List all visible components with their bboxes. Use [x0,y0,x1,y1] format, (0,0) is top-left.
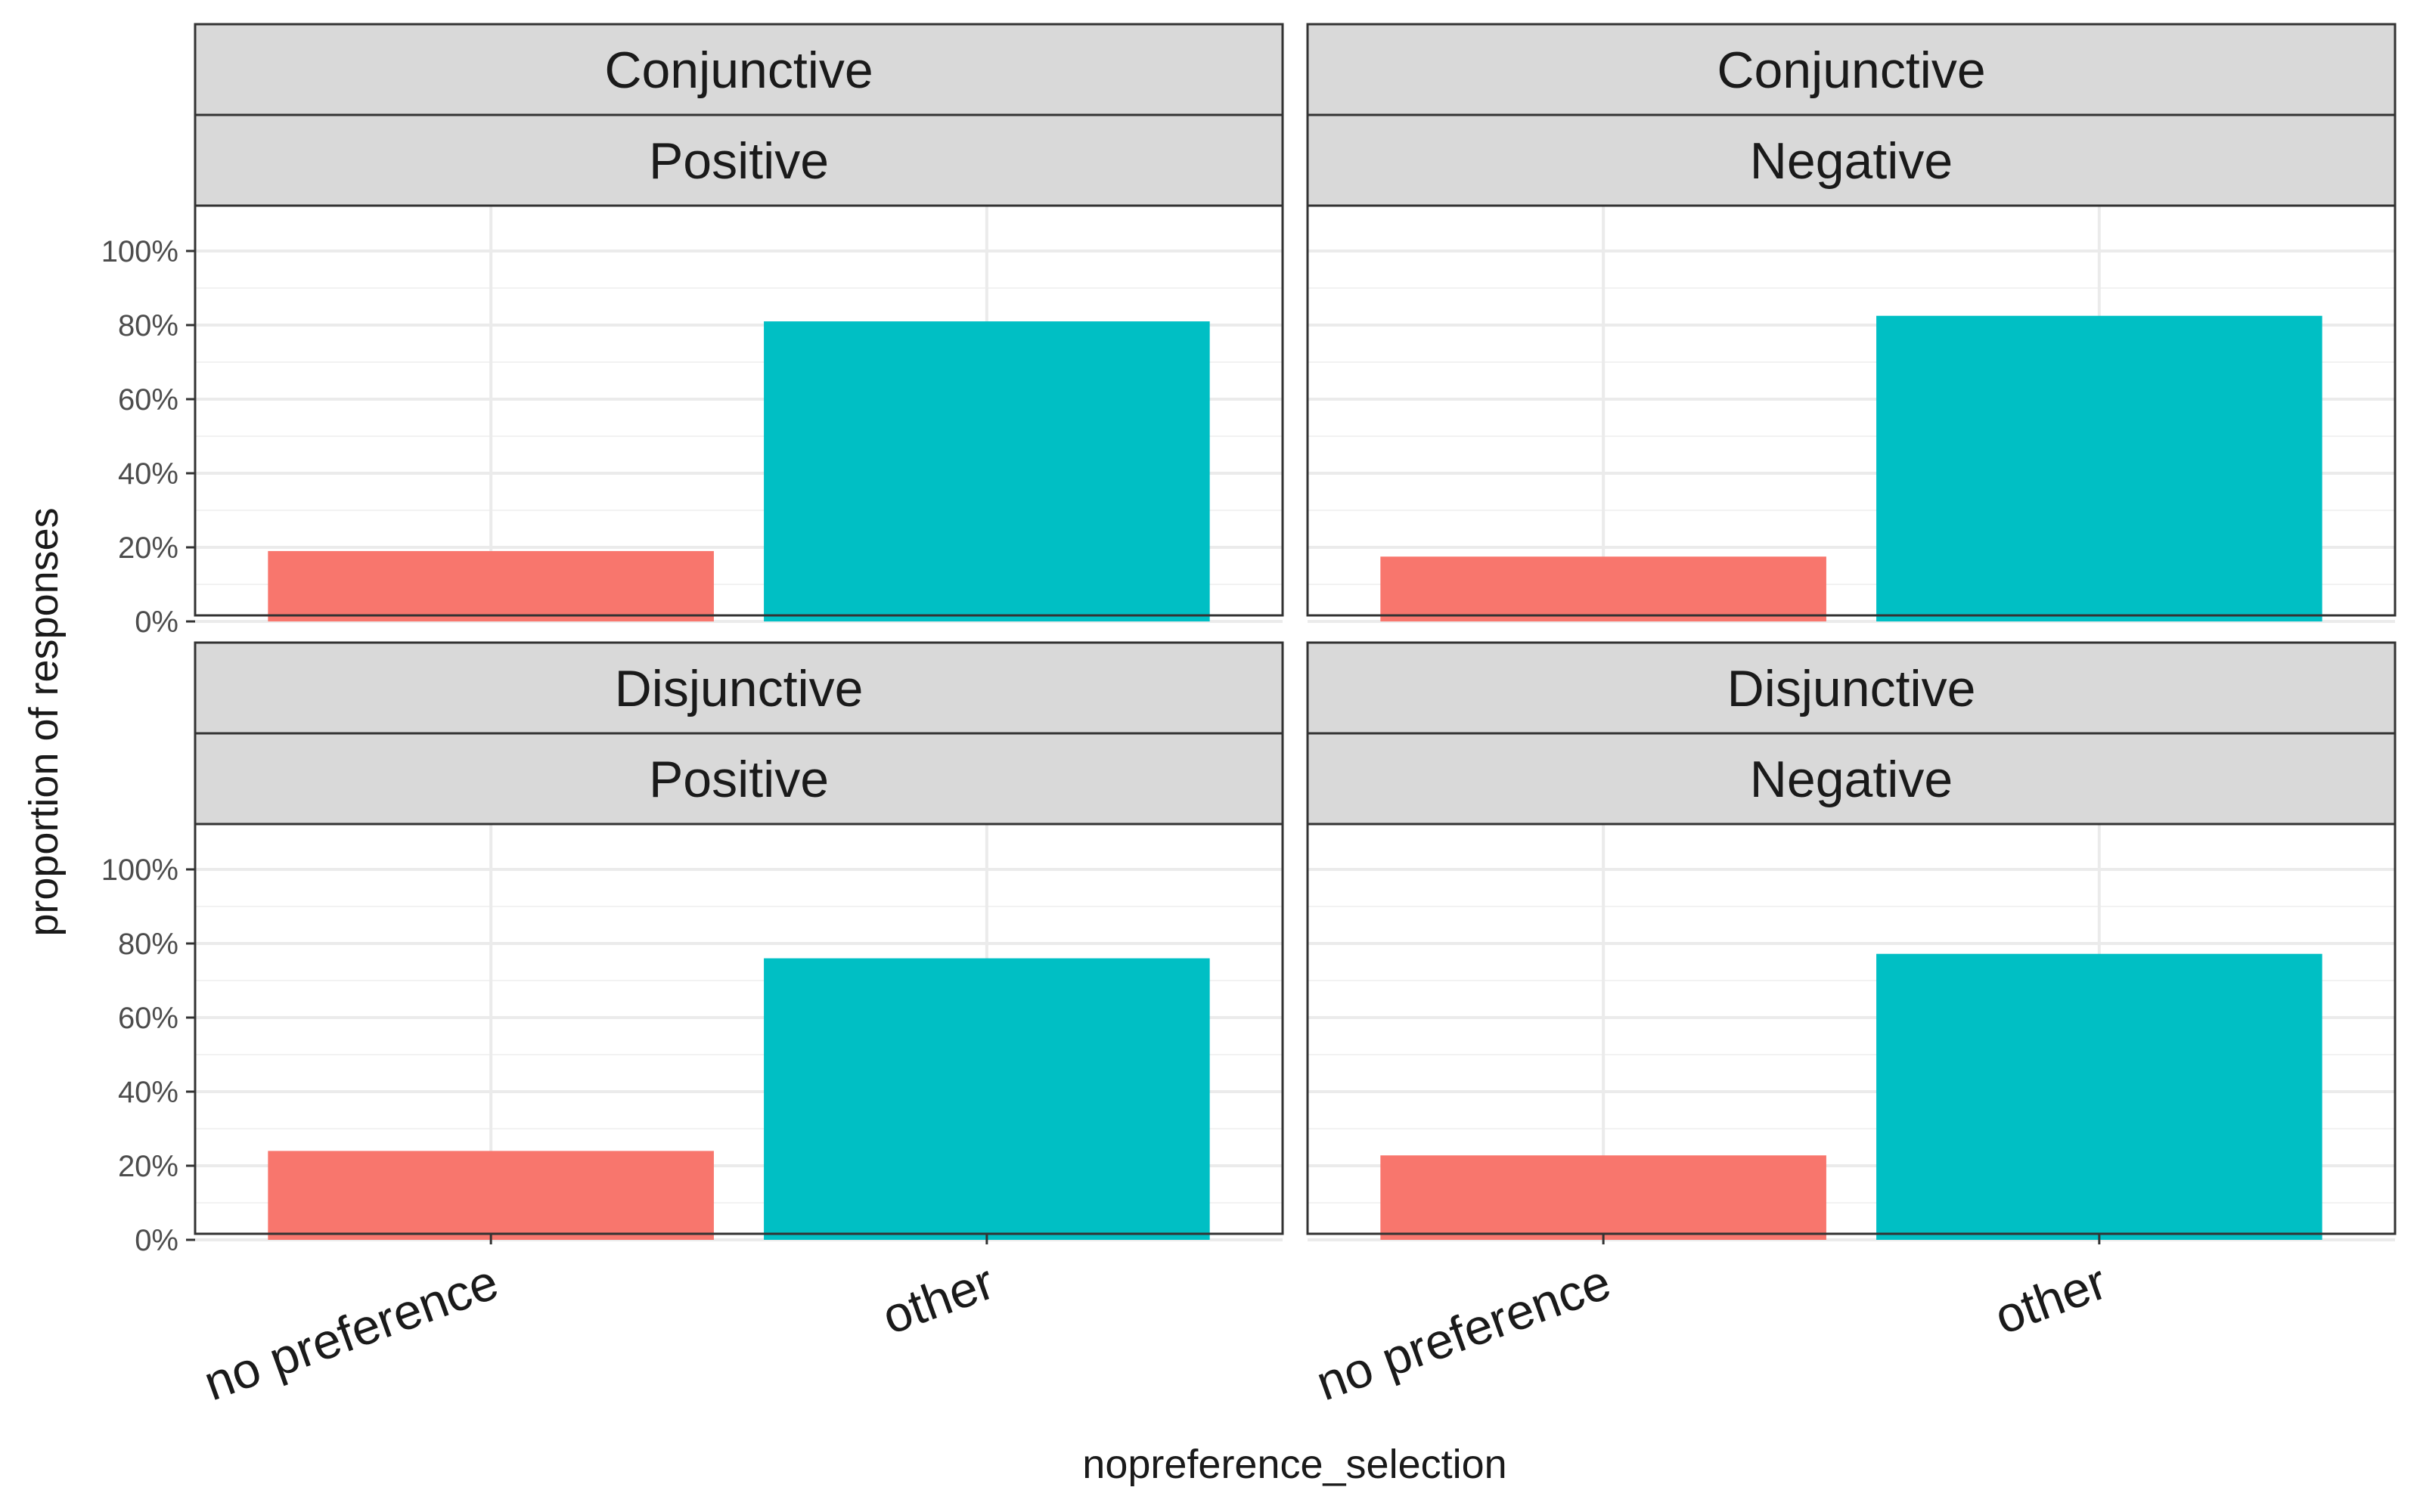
strip-bottom-box [194,113,1284,207]
facet-panel-3: Disjunctive Positive 0% 20% 40% 60% 80% 100% no … [101,641,1284,1411]
strip-bottom-label: Positive [649,751,829,808]
y-tick-label: 20% [118,531,178,565]
x-axis-title: nopreference_selection [1082,1442,1506,1487]
strip-bottom-label: Negative [1750,132,1953,190]
strip-top-label: Disjunctive [1727,660,1976,717]
panel-border [194,204,1284,617]
y-tick-label: 40% [118,1076,178,1109]
y-tick-label: 0% [135,1224,178,1257]
y-tick-label: 20% [118,1150,178,1183]
y-tick-label: 0% [135,606,178,639]
y-tick-label: 80% [118,309,178,342]
strip-top-box [1306,23,2397,116]
strip-top-box [194,23,1284,116]
strip-bottom-label: Positive [649,132,829,190]
strip-bottom-box [1306,113,2397,207]
x-tick-label: other [1987,1253,2114,1345]
strip-top-label: Conjunctive [1717,42,1985,99]
strip-bottom-box [1306,732,2397,826]
strip-top-label: Disjunctive [615,660,864,717]
strip-top-label: Conjunctive [604,42,873,99]
strip-top-box [194,641,1284,735]
y-tick-label: 60% [118,1002,178,1035]
bar-no-preference [1380,1155,1826,1240]
bar-other [764,958,1210,1240]
bar-other [764,321,1210,621]
bar-no-preference [268,1151,714,1240]
panel-border [1306,204,2397,617]
facet-panel-4: Disjunctive Negative no preference other [1306,641,2397,1411]
x-tick-label: no preference [197,1253,505,1411]
facet-panel-1: Conjunctive Positive 0% 20% 40% 60% 80% 100% [101,23,1284,639]
y-tick-label: 40% [118,457,178,491]
panel-border [194,823,1284,1235]
bar-other [1876,953,2322,1240]
bar-no-preference [268,550,714,621]
y-axis-title: proportion of responses [21,507,67,936]
y-tick-label: 100% [101,854,178,887]
bar-other [1876,315,2322,621]
y-tick-label: 80% [118,928,178,961]
y-tick-label: 60% [118,383,178,417]
strip-bottom-label: Negative [1750,751,1953,808]
facet-panel-2: Conjunctive Negative [1306,23,2397,623]
bar-no-preference [1380,556,1826,621]
panel-border [1306,823,2397,1235]
x-tick-label: no preference [1309,1253,1618,1411]
strip-bottom-box [194,732,1284,826]
y-tick-label: 100% [101,235,178,268]
x-tick-label: other [875,1253,1001,1345]
strip-top-box [1306,641,2397,735]
